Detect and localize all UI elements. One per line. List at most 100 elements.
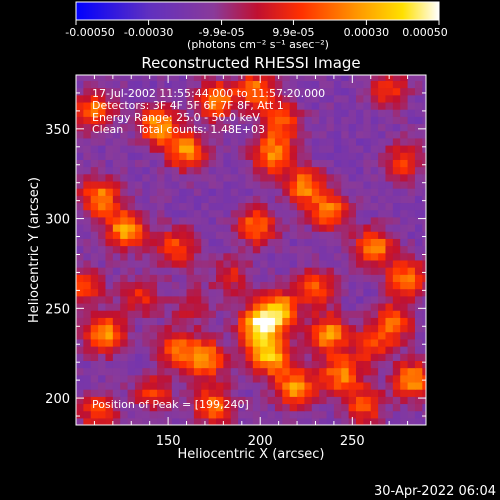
heatmap-cell bbox=[274, 346, 283, 354]
heatmap-cell bbox=[348, 252, 357, 261]
heatmap-cell bbox=[304, 288, 313, 297]
heatmap-cell bbox=[414, 396, 423, 405]
heatmap-cell bbox=[245, 252, 254, 261]
heatmap-cell bbox=[282, 238, 291, 247]
heatmap-cell bbox=[201, 238, 210, 247]
heatmap-cell bbox=[304, 202, 313, 211]
heatmap-cell bbox=[230, 259, 239, 268]
heatmap-cell bbox=[422, 231, 426, 239]
heatmap-cell bbox=[274, 216, 283, 225]
heatmap-cell bbox=[179, 338, 188, 347]
heatmap-cell bbox=[238, 130, 247, 139]
heatmap-cell bbox=[120, 252, 129, 261]
heatmap-cell bbox=[216, 123, 224, 132]
heatmap-cell bbox=[216, 238, 224, 247]
heatmap-cell bbox=[171, 152, 180, 160]
heatmap-cell bbox=[186, 274, 195, 283]
heatmap-cell bbox=[311, 145, 320, 153]
heatmap-cell bbox=[127, 109, 136, 117]
heatmap-cell bbox=[252, 245, 261, 254]
heatmap-cell bbox=[127, 381, 136, 390]
heatmap-cell bbox=[186, 101, 195, 110]
heatmap-cell bbox=[289, 245, 298, 254]
heatmap-cell bbox=[356, 259, 364, 268]
heatmap-cell bbox=[216, 188, 224, 196]
heatmap-cell bbox=[333, 381, 342, 390]
heatmap-cell bbox=[311, 173, 320, 182]
heatmap-cell bbox=[297, 123, 306, 132]
heatmap-cell bbox=[83, 310, 92, 318]
heatmap-cell bbox=[98, 374, 107, 383]
heatmap-cell bbox=[223, 216, 232, 225]
heatmap-cell bbox=[267, 195, 276, 204]
heatmap-cell bbox=[186, 123, 195, 132]
heatmap-cell bbox=[385, 381, 394, 390]
heatmap-cell bbox=[164, 259, 173, 268]
heatmap-cell bbox=[297, 338, 306, 347]
annotation-detectors: Detectors: 3F 4F 5F 6F 7F 8F, Att 1 bbox=[92, 99, 284, 112]
heatmap-cell bbox=[267, 116, 276, 125]
heatmap-cell bbox=[76, 101, 84, 110]
heatmap-cell bbox=[252, 267, 261, 275]
heatmap-cell bbox=[422, 274, 426, 283]
heatmap-cell bbox=[157, 123, 166, 132]
heatmap-cell bbox=[216, 75, 224, 81]
heatmap-cell bbox=[179, 317, 188, 326]
heatmap-cell bbox=[414, 245, 423, 254]
heatmap-cell bbox=[208, 87, 217, 96]
heatmap-cell bbox=[326, 403, 335, 412]
heatmap-cell bbox=[267, 166, 276, 175]
heatmap-cell bbox=[157, 202, 166, 211]
heatmap-cell bbox=[142, 116, 151, 125]
heatmap-cell bbox=[157, 231, 166, 239]
heatmap-cell bbox=[186, 159, 195, 168]
heatmap-cell bbox=[348, 238, 357, 247]
heatmap-cell bbox=[142, 202, 151, 211]
heatmap-cell bbox=[186, 109, 195, 117]
heatmap-cell bbox=[134, 202, 143, 211]
heatmap-cell bbox=[98, 346, 107, 354]
heatmap-cell bbox=[127, 137, 136, 146]
heatmap-cell bbox=[223, 367, 232, 376]
heatmap-cell bbox=[252, 173, 261, 182]
heatmap-cell bbox=[385, 346, 394, 354]
colorbar-tick-label: -9.9e-05 bbox=[198, 26, 244, 39]
heatmap-cell bbox=[304, 223, 313, 232]
heatmap-cell bbox=[120, 274, 129, 283]
heatmap-cell bbox=[304, 216, 313, 225]
heatmap-cell bbox=[407, 367, 416, 376]
heatmap-cell bbox=[149, 274, 158, 283]
heatmap-cell bbox=[83, 367, 92, 376]
heatmap-cell bbox=[201, 245, 210, 254]
heatmap-cell bbox=[83, 145, 92, 153]
heatmap-cell bbox=[333, 310, 342, 318]
heatmap-cell bbox=[83, 130, 92, 139]
heatmap-cell bbox=[385, 123, 394, 132]
heatmap-cell bbox=[297, 403, 306, 412]
heatmap-cell bbox=[252, 159, 261, 168]
heatmap-cell bbox=[400, 231, 409, 239]
heatmap-cell bbox=[134, 346, 143, 354]
heatmap-cell bbox=[289, 353, 298, 361]
heatmap-cell bbox=[356, 367, 364, 376]
heatmap-cell bbox=[304, 324, 313, 333]
heatmap-cell bbox=[208, 238, 217, 247]
heatmap-cell bbox=[112, 274, 121, 283]
heatmap-cell bbox=[400, 238, 409, 247]
heatmap-cell bbox=[422, 137, 426, 146]
heatmap-cell bbox=[120, 381, 129, 390]
heatmap-cell bbox=[407, 152, 416, 160]
heatmap-cell bbox=[216, 245, 224, 254]
heatmap-cell bbox=[83, 346, 92, 354]
heatmap-cell bbox=[341, 317, 350, 326]
heatmap-cell bbox=[120, 374, 129, 383]
heatmap-cell bbox=[193, 259, 202, 268]
heatmap-cell bbox=[282, 116, 291, 125]
heatmap-cell bbox=[134, 274, 143, 283]
heatmap-cell bbox=[282, 223, 291, 232]
heatmap-cell bbox=[98, 137, 107, 146]
heatmap-cell bbox=[326, 209, 335, 218]
heatmap-cell bbox=[319, 94, 328, 103]
heatmap-cell bbox=[311, 288, 320, 297]
colorbar-tick-label: 0.00030 bbox=[344, 26, 390, 39]
